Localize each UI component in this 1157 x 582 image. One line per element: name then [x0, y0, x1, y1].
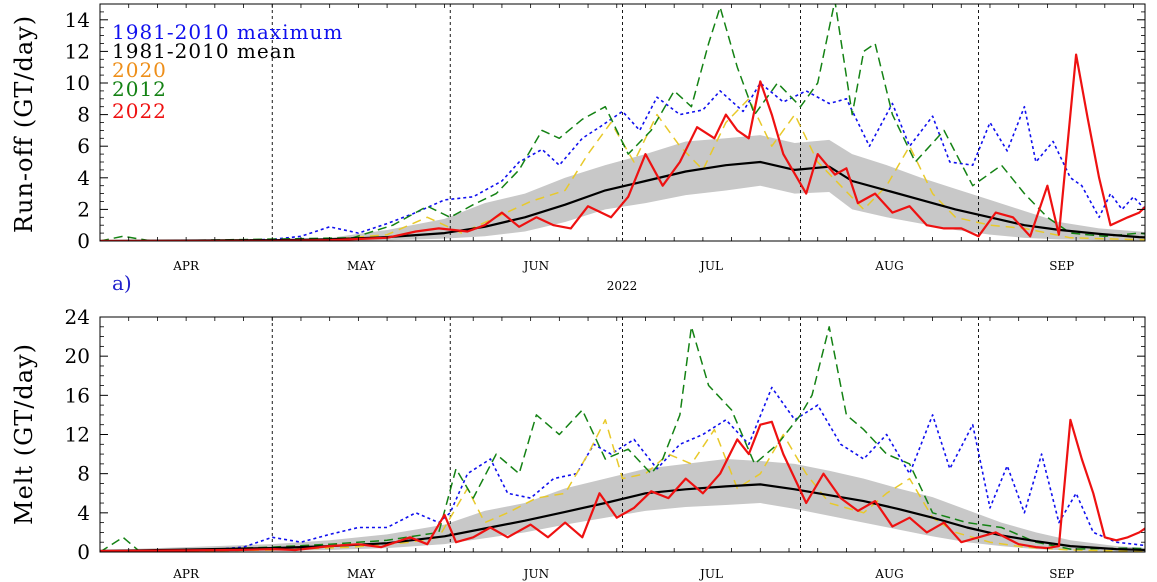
series-line-2022 — [100, 53, 1145, 241]
series-line-1981-2010-mean — [100, 483, 1145, 552]
y-tick-label: 16 — [65, 383, 90, 407]
month-label-aug: AUG — [874, 259, 903, 273]
plot-clip-group — [100, 317, 1145, 552]
month-label-apr: APR — [172, 259, 200, 273]
range-band — [100, 135, 1145, 241]
melt-plot-area — [100, 317, 1145, 552]
month-label-apr: APR — [172, 567, 200, 581]
runoff-panel: 0 2 4 6 8 10 12 14 APR MAY JUN JUL AUG SEP Run-off (G… — [10, 3, 1146, 295]
series-line-1981-2010-maximum — [100, 386, 1145, 552]
year-label: 2022 — [607, 279, 638, 293]
month-label-may: MAY — [347, 259, 376, 273]
y-tick-label: 0 — [77, 229, 90, 253]
melt-axis: 0 4 8 12 16 20 24 APR MAY JUN JUL AUG SEP — [65, 305, 1145, 581]
series-line-2020 — [100, 419, 1145, 552]
runoff-axis: 0 2 4 6 8 10 12 14 APR MAY JUN JUL AUG SEP — [65, 3, 1145, 273]
y-tick-label: 14 — [65, 8, 90, 32]
legend-maximum: 1981-2010 maximum — [112, 20, 343, 44]
runoff-plot-area — [100, 4, 1145, 241]
legend-mean: 1981-2010 mean — [112, 39, 297, 63]
y-tick-label: 4 — [77, 501, 90, 525]
series-line-2012 — [100, 4, 1145, 241]
y-tick-label: 24 — [65, 305, 90, 329]
month-label-aug: AUG — [874, 567, 903, 581]
range-band — [100, 458, 1145, 552]
y-tick-label: 8 — [77, 103, 90, 127]
month-label-may: MAY — [347, 567, 376, 581]
melt-panel: 0 4 8 12 16 20 24 APR MAY JUN JUL AUG SEP Melt (GT/d… — [10, 305, 1146, 581]
month-label-jun: JUN — [522, 567, 549, 581]
legend-2012: 2012 — [112, 77, 167, 101]
series-line-1981-2010-mean — [100, 160, 1145, 241]
month-label-sep: SEP — [1049, 259, 1074, 273]
y-tick-label: 0 — [77, 540, 90, 564]
month-label-jul: JUL — [698, 259, 723, 273]
y-tick-label: 20 — [65, 344, 90, 368]
month-label-jun: JUN — [522, 259, 549, 273]
y-tick-label: 2 — [77, 197, 90, 221]
y-tick-label: 8 — [77, 462, 90, 486]
month-label-jul: JUL — [698, 567, 723, 581]
series-line-2012 — [100, 326, 1145, 552]
legend-2022: 2022 — [112, 99, 167, 123]
legend-2020: 2020 — [112, 58, 167, 82]
y-tick-label: 10 — [65, 71, 90, 95]
y-tick-label: 12 — [65, 423, 90, 447]
panel-a-label: a) — [112, 271, 132, 295]
y-tick-label: 4 — [77, 166, 90, 190]
series-line-2020 — [100, 98, 1145, 241]
plot-clip-group — [100, 4, 1145, 241]
series-line-1981-2010-maximum — [100, 82, 1145, 241]
month-label-sep: SEP — [1049, 567, 1074, 581]
y-tick-label: 6 — [77, 134, 90, 158]
y-tick-label: 12 — [65, 39, 90, 63]
melt-y-axis-label: Melt (GT/day) — [10, 343, 38, 525]
runoff-y-axis-label: Run-off (GT/day) — [10, 15, 38, 233]
legend: 1981-2010 maximum 1981-2010 mean 2020 20… — [112, 20, 343, 123]
